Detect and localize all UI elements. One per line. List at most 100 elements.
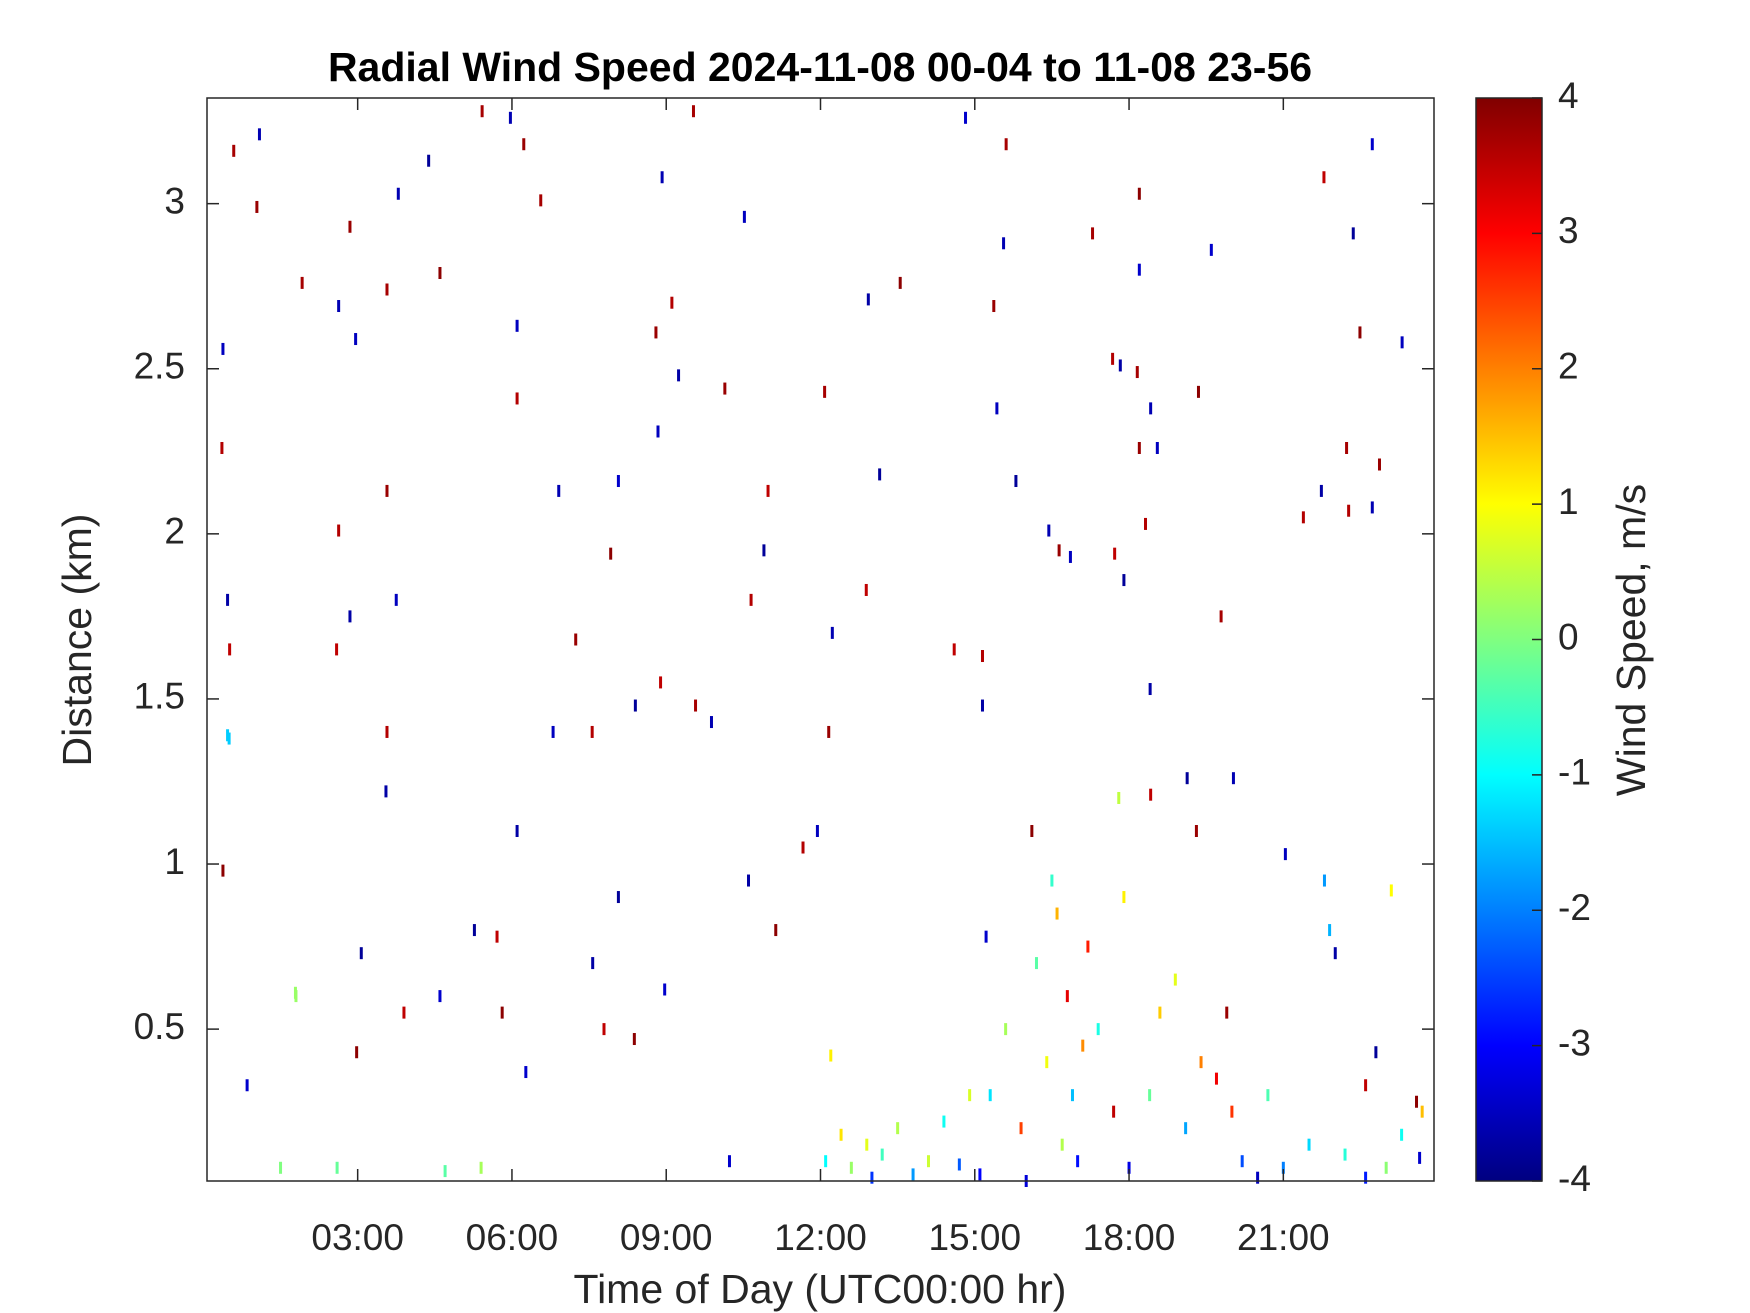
- data-cell: [866, 293, 870, 306]
- data-cell: [968, 1089, 972, 1102]
- y-tick-label: 0.5: [134, 1006, 185, 1047]
- y-tick-label: 1: [164, 841, 185, 882]
- data-cell: [762, 544, 766, 557]
- x-tick-label: 15:00: [928, 1217, 1021, 1258]
- data-cell: [1400, 1128, 1404, 1141]
- data-cell: [1364, 1171, 1368, 1184]
- data-cell: [335, 1161, 339, 1174]
- data-cell: [1266, 1089, 1270, 1102]
- data-cell: [385, 725, 389, 738]
- data-cell: [394, 593, 398, 606]
- data-cell: [1149, 402, 1153, 415]
- x-tick-label: 12:00: [774, 1217, 867, 1258]
- x-tick-label: 03:00: [311, 1217, 404, 1258]
- data-cell: [495, 930, 499, 943]
- data-cell: [839, 1128, 843, 1141]
- colorbar-tick-label: -3: [1558, 1022, 1591, 1063]
- data-cell: [515, 319, 519, 332]
- data-cell: [1122, 891, 1126, 904]
- data-cell: [1173, 973, 1177, 986]
- data-cell: [1137, 441, 1141, 454]
- data-cell: [228, 643, 232, 656]
- data-cell: [609, 547, 613, 560]
- data-cell: [1185, 772, 1189, 785]
- data-cell: [354, 333, 358, 346]
- data-cell: [438, 990, 442, 1003]
- data-cell: [880, 1148, 884, 1161]
- data-cell: [1068, 550, 1072, 563]
- data-cell: [337, 524, 341, 537]
- data-cell: [443, 1165, 447, 1178]
- data-cell: [508, 111, 512, 124]
- colorbar-tick-label: -4: [1558, 1158, 1591, 1199]
- data-cell: [300, 276, 304, 289]
- data-cell: [590, 725, 594, 738]
- data-cell: [1230, 1105, 1234, 1118]
- data-cell: [427, 154, 431, 167]
- data-cell: [524, 1066, 528, 1079]
- data-cell: [1030, 825, 1034, 838]
- data-cell: [1347, 504, 1351, 517]
- data-cell: [1113, 547, 1117, 560]
- data-cell: [1060, 1138, 1064, 1151]
- x-tick-label: 09:00: [620, 1217, 713, 1258]
- data-cell: [1370, 501, 1374, 514]
- data-cell: [1364, 1079, 1368, 1092]
- data-cell: [1256, 1171, 1260, 1184]
- data-cell: [1065, 990, 1069, 1003]
- data-cell: [1184, 1122, 1188, 1135]
- data-cell: [480, 105, 484, 118]
- data-cell: [515, 392, 519, 405]
- data-cell: [337, 300, 341, 313]
- data-cell: [385, 484, 389, 497]
- data-cell: [864, 583, 868, 596]
- data-cell: [1283, 848, 1287, 861]
- data-cell: [952, 643, 956, 656]
- data-cell: [226, 593, 230, 606]
- data-cell: [670, 296, 674, 309]
- data-cell: [220, 441, 224, 454]
- colorbar-tick-label: 3: [1558, 210, 1579, 251]
- data-cell: [1050, 874, 1054, 887]
- data-cell: [1148, 1089, 1152, 1102]
- data-cell: [616, 891, 620, 904]
- data-cell: [942, 1115, 946, 1128]
- data-cell: [1019, 1122, 1023, 1135]
- data-cell: [1322, 874, 1326, 887]
- x-tick-label: 18:00: [1083, 1217, 1176, 1258]
- data-cell: [677, 369, 681, 382]
- data-cell: [227, 732, 231, 745]
- data-cell: [472, 924, 476, 937]
- data-cell: [1420, 1105, 1424, 1118]
- data-cell: [632, 1033, 636, 1046]
- data-cell: [978, 1168, 982, 1181]
- data-cell: [257, 128, 261, 141]
- data-cell: [1415, 1095, 1419, 1108]
- data-cell: [896, 1122, 900, 1135]
- data-cell: [727, 1155, 731, 1168]
- data-cell: [827, 725, 831, 738]
- colorbar-tick-label: 1: [1558, 481, 1579, 522]
- data-cell: [255, 200, 259, 213]
- data-cell: [660, 171, 664, 184]
- data-cell: [1118, 359, 1122, 372]
- data-cell: [1319, 484, 1323, 497]
- data-cell: [1281, 1161, 1285, 1174]
- data-cell: [1301, 511, 1305, 524]
- colorbar-tick-label: -1: [1558, 752, 1591, 793]
- data-cell: [1096, 1023, 1100, 1036]
- data-cell: [515, 825, 519, 838]
- y-tick-label: 1.5: [134, 676, 185, 717]
- data-cell: [849, 1161, 853, 1174]
- data-cell: [984, 930, 988, 943]
- data-cell: [1014, 475, 1018, 488]
- data-cell: [245, 1079, 249, 1092]
- data-cell: [500, 1006, 504, 1019]
- data-cell: [221, 342, 225, 355]
- data-cell: [1117, 791, 1121, 804]
- data-cell: [1057, 544, 1061, 557]
- data-cell: [226, 729, 230, 742]
- data-cell: [911, 1168, 915, 1181]
- colorbar-tick-label: 2: [1558, 346, 1579, 387]
- data-cell: [1351, 227, 1355, 240]
